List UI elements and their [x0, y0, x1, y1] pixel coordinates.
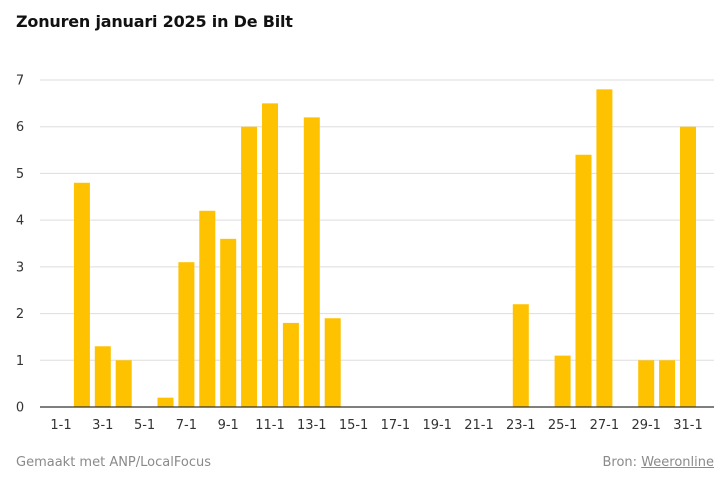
y-tick-label: 7	[16, 74, 24, 89]
y-tick-label: 3	[16, 260, 24, 275]
bar	[303, 117, 320, 407]
x-tick-label: 27-1	[590, 418, 620, 433]
bar	[262, 103, 278, 407]
y-tick-label: 6	[16, 120, 24, 135]
x-tick-label: 31-1	[673, 418, 703, 433]
bar	[512, 304, 529, 407]
x-tick-label: 9-1	[218, 418, 239, 433]
x-tick-label: 13-1	[297, 418, 327, 433]
x-tick-label: 11-1	[255, 418, 285, 433]
x-tick-label: 5-1	[134, 418, 155, 433]
credit-text: Gemaakt met ANP/LocalFocus	[16, 455, 211, 470]
bar	[73, 182, 90, 407]
bar	[638, 360, 655, 407]
y-tick-label: 4	[16, 214, 24, 229]
x-tick-label: 1-1	[50, 418, 71, 433]
y-tick-label: 2	[16, 307, 24, 322]
x-tick-label: 19-1	[422, 418, 452, 433]
x-tick-label: 17-1	[381, 418, 411, 433]
y-tick-label: 0	[16, 401, 24, 416]
bars	[73, 89, 696, 407]
x-axis-ticks: 1-1 3-1 5-1 7-1 9-1 11-1 13-1 15-1 17-1 19-1 21-1 2…	[50, 418, 702, 433]
source: Bron: Weeronline	[602, 455, 714, 470]
bar	[157, 397, 174, 407]
x-tick-label: 3-1	[92, 418, 113, 433]
x-tick-label: 29-1	[631, 418, 661, 433]
bar	[575, 154, 592, 407]
y-tick-label: 5	[16, 167, 24, 182]
chart-title: Zonuren januari 2025 in De Bilt	[16, 12, 293, 31]
y-axis-ticks: 0 1 2 3 4 5 6 7	[16, 74, 24, 416]
bar	[178, 262, 195, 407]
bar	[199, 210, 216, 407]
x-tick-label: 15-1	[339, 418, 369, 433]
grid-lines	[40, 79, 714, 361]
bar	[324, 318, 341, 407]
source-label: Bron:	[602, 455, 638, 470]
x-tick-label: 21-1	[464, 418, 494, 433]
bar	[115, 360, 132, 407]
bar	[554, 355, 571, 407]
bar	[659, 360, 676, 407]
bar	[94, 346, 111, 407]
source-link[interactable]: Weeronline	[641, 455, 714, 470]
x-tick-label: 25-1	[548, 418, 578, 433]
bar	[241, 126, 258, 407]
x-tick-label: 7-1	[176, 418, 197, 433]
bar	[680, 126, 696, 407]
bar	[220, 238, 237, 407]
bar	[282, 322, 299, 407]
y-tick-label: 1	[16, 354, 24, 369]
x-tick-label: 23-1	[506, 418, 536, 433]
bar	[596, 89, 613, 407]
